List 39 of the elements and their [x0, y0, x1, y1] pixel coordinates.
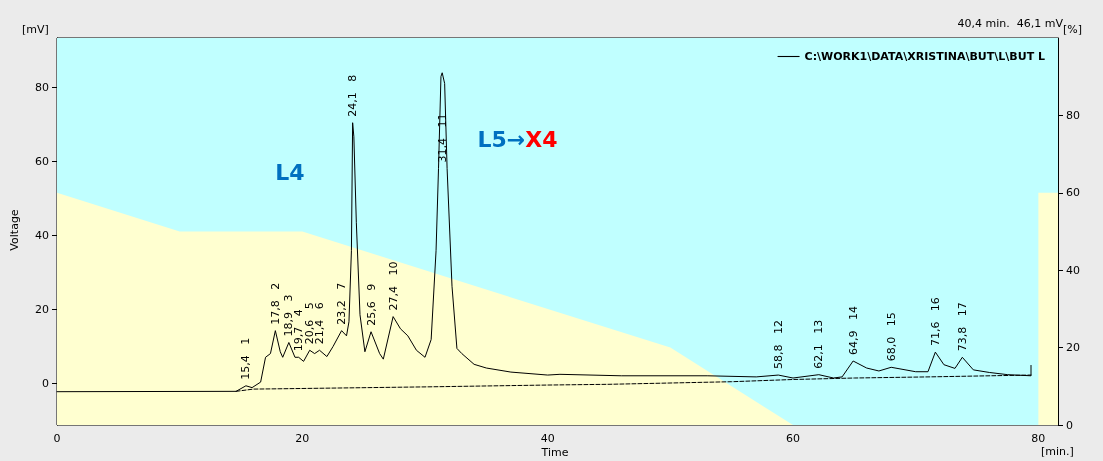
- x-tick-label: 20: [295, 432, 310, 445]
- annotation: 21,4 6: [313, 302, 327, 345]
- annotation: 19,7 4: [292, 309, 306, 352]
- annotation: 24,1 8: [346, 74, 360, 117]
- y-tick-label: 40: [35, 228, 49, 242]
- annotation: L5→X4: [477, 127, 558, 153]
- text: [mV]: [22, 23, 49, 36]
- x-tick-label: 0: [53, 432, 61, 445]
- annotation: 15,4 1: [239, 337, 253, 380]
- annotation: 27,4 10: [386, 261, 400, 311]
- y-tick-label: 60: [35, 154, 49, 168]
- text: [%]: [1063, 23, 1083, 36]
- y2-tick-label: 60: [1066, 186, 1080, 200]
- annotation: 58,8 12: [771, 320, 785, 370]
- x-tick-label: 40: [540, 432, 555, 445]
- annotation: 71,6 16: [928, 297, 942, 347]
- y2-tick-label: 0: [1066, 418, 1073, 432]
- legend-label: C:\WORK1\DATA\XRISTINA\BUT\L\BUT L: [804, 50, 1046, 63]
- annotation: 62,1 13: [812, 319, 826, 369]
- annotation: L4: [275, 160, 305, 186]
- annotation: 31,4 11: [435, 113, 449, 163]
- y2-tick-label: 80: [1066, 108, 1080, 122]
- annotation: 23,2 7: [335, 282, 349, 325]
- annotation: 17,8 2: [268, 282, 282, 325]
- annotation: 68,0 15: [884, 312, 898, 362]
- annotation: 25,6 9: [364, 283, 378, 326]
- text: 40,4 min. 46,1 mV: [957, 17, 1064, 30]
- text: [min.]: [1041, 445, 1074, 458]
- x-tick-label: 80: [1031, 432, 1046, 445]
- y2-tick-label: 20: [1066, 341, 1080, 355]
- y-tick-label: 20: [35, 302, 49, 316]
- x-tick-label: 60: [786, 432, 801, 445]
- x-axis-title: Time: [540, 446, 569, 459]
- y-axis-title: Voltage: [7, 209, 21, 251]
- y2-tick-label: 40: [1066, 263, 1080, 277]
- annotation: 64,9 14: [846, 306, 860, 355]
- y-tick-label: 80: [35, 80, 49, 94]
- annotation: 73,8 17: [955, 302, 969, 352]
- y-tick-label: 0: [42, 376, 49, 390]
